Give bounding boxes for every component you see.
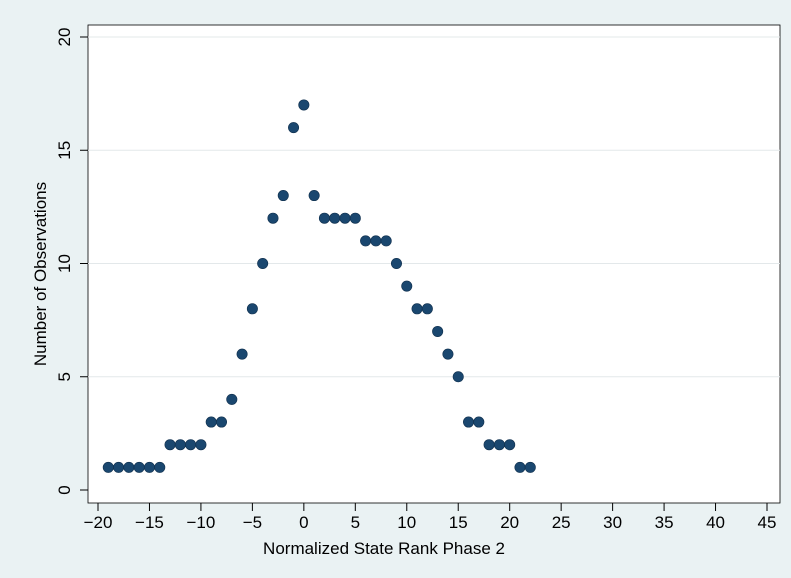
data-point [277, 190, 289, 202]
data-point [514, 461, 526, 473]
data-point [360, 235, 372, 247]
data-point [370, 235, 382, 247]
data-point [185, 439, 197, 451]
data-point [246, 303, 258, 315]
data-point [473, 416, 485, 428]
y-tick-label: 0 [55, 485, 74, 494]
data-point [267, 212, 279, 224]
x-tick-label: 15 [449, 513, 468, 532]
y-axis-title: Number of Observations [31, 182, 50, 366]
data-point [349, 212, 361, 224]
data-point [123, 461, 135, 473]
data-point [174, 439, 186, 451]
axes: 0 5 10 15 20 −20 −15 −10 −5 0 5 10 15 20 25 30 35 40 45 [55, 28, 776, 532]
data-point [390, 257, 402, 269]
data-point [288, 122, 300, 134]
y-tick-label: 5 [55, 372, 74, 381]
data-point [339, 212, 351, 224]
x-tick-label: 10 [397, 513, 416, 532]
data-points [102, 99, 536, 473]
data-point [113, 461, 125, 473]
data-point [411, 303, 423, 315]
x-tick-label: 20 [500, 513, 519, 532]
y-tick-label: 10 [55, 254, 74, 273]
data-point [524, 461, 536, 473]
data-point [164, 439, 176, 451]
data-point [421, 303, 433, 315]
data-point [380, 235, 392, 247]
data-point [442, 348, 454, 360]
data-point [401, 280, 413, 292]
data-point [154, 461, 166, 473]
data-point [257, 257, 269, 269]
y-tick-label: 20 [55, 28, 74, 47]
data-point [133, 461, 145, 473]
x-axis-title: Normalized State Rank Phase 2 [263, 539, 505, 558]
data-point [308, 190, 320, 202]
gridlines [88, 36, 780, 378]
x-tick-label: −10 [187, 513, 216, 532]
data-point [504, 439, 516, 451]
x-tick-label: 5 [351, 513, 360, 532]
data-point [452, 371, 464, 383]
data-point [205, 416, 217, 428]
data-point [463, 416, 475, 428]
y-tick-label: 15 [55, 141, 74, 160]
data-point [432, 325, 444, 337]
x-tick-label: 40 [706, 513, 725, 532]
data-point [195, 439, 207, 451]
x-tick-label: 25 [552, 513, 571, 532]
data-point [318, 212, 330, 224]
data-point [216, 416, 228, 428]
data-point [493, 439, 505, 451]
data-point [102, 461, 114, 473]
data-point [298, 99, 310, 111]
data-point [226, 393, 238, 405]
data-point [143, 461, 155, 473]
x-tick-label: 0 [299, 513, 308, 532]
x-tick-label: 30 [603, 513, 622, 532]
x-tick-label: −5 [243, 513, 262, 532]
data-point [329, 212, 341, 224]
x-tick-label: −15 [135, 513, 164, 532]
data-point [236, 348, 248, 360]
x-tick-label: −20 [84, 513, 113, 532]
data-point [483, 439, 495, 451]
x-tick-label: 45 [758, 513, 777, 532]
x-tick-label: 35 [655, 513, 674, 532]
